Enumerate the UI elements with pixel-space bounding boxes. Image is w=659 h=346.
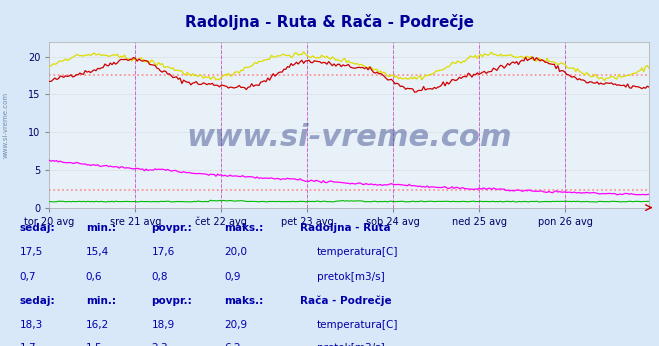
Text: 15,4: 15,4 xyxy=(86,247,109,257)
Text: Radoljna - Ruta: Radoljna - Ruta xyxy=(300,223,391,233)
Text: pretok[m3/s]: pretok[m3/s] xyxy=(317,272,385,282)
Text: 16,2: 16,2 xyxy=(86,320,109,330)
Text: sedaj:: sedaj: xyxy=(20,223,55,233)
Text: 0,8: 0,8 xyxy=(152,272,168,282)
Text: min.:: min.: xyxy=(86,223,116,233)
Text: Radoljna - Ruta & Rača - Podrečje: Radoljna - Ruta & Rača - Podrečje xyxy=(185,15,474,30)
Text: 2,3: 2,3 xyxy=(152,343,168,346)
Text: povpr.:: povpr.: xyxy=(152,223,192,233)
Text: 6,2: 6,2 xyxy=(224,343,241,346)
Text: www.si-vreme.com: www.si-vreme.com xyxy=(186,123,512,152)
Text: temperatura[C]: temperatura[C] xyxy=(317,320,399,330)
Text: 0,6: 0,6 xyxy=(86,272,102,282)
Text: 17,5: 17,5 xyxy=(20,247,43,257)
Text: Rača - Podrečje: Rača - Podrečje xyxy=(300,296,391,306)
Text: maks.:: maks.: xyxy=(224,296,264,306)
Text: 20,9: 20,9 xyxy=(224,320,247,330)
Text: 1,5: 1,5 xyxy=(86,343,102,346)
Text: 18,3: 18,3 xyxy=(20,320,43,330)
Text: 18,9: 18,9 xyxy=(152,320,175,330)
Text: 0,7: 0,7 xyxy=(20,272,36,282)
Text: 20,0: 20,0 xyxy=(224,247,247,257)
Text: povpr.:: povpr.: xyxy=(152,296,192,306)
Text: maks.:: maks.: xyxy=(224,223,264,233)
Text: 0,9: 0,9 xyxy=(224,272,241,282)
Text: min.:: min.: xyxy=(86,296,116,306)
Text: 1,7: 1,7 xyxy=(20,343,36,346)
Text: 17,6: 17,6 xyxy=(152,247,175,257)
Text: pretok[m3/s]: pretok[m3/s] xyxy=(317,343,385,346)
Text: temperatura[C]: temperatura[C] xyxy=(317,247,399,257)
Text: www.si-vreme.com: www.si-vreme.com xyxy=(2,91,9,158)
Text: sedaj:: sedaj: xyxy=(20,296,55,306)
